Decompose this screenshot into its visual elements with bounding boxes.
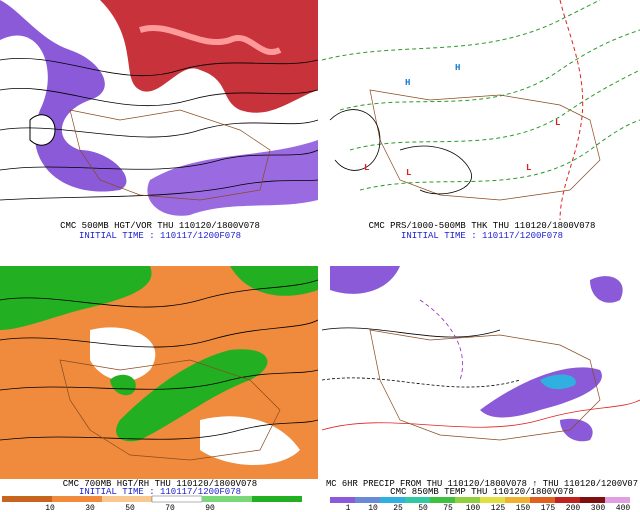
panel-subcaption: INITIAL TIME : 110117/1200F078 xyxy=(79,487,241,497)
panel-thickness: L L L L H H xyxy=(321,0,640,221)
colorbar xyxy=(2,495,302,503)
panel-700mb xyxy=(0,266,319,503)
colorbar-label: 1 xyxy=(346,504,351,512)
colorbar-label: 100 xyxy=(466,504,481,512)
colorbar-label: 25 xyxy=(393,504,403,512)
svg-text:L: L xyxy=(406,168,411,178)
svg-text:L: L xyxy=(526,163,531,173)
panel-subcaption: INITIAL TIME : 110117/1200F078 xyxy=(79,231,241,241)
panel-caption: CMC 700MB HGT/RH THU 110120/1800V078 xyxy=(63,479,257,489)
colorbar-label: 200 xyxy=(566,504,581,512)
panel-caption: MC 6HR PRECIP FROM THU 110120/1800V078 ↑… xyxy=(326,479,638,489)
colorbar-label: 30 xyxy=(85,504,95,512)
colorbar-label: 70 xyxy=(165,504,175,512)
svg-text:H: H xyxy=(455,63,460,73)
colorbar-label: 10 xyxy=(45,504,55,512)
svg-text:H: H xyxy=(405,78,410,88)
colorbar-label: 150 xyxy=(516,504,531,512)
colorbar-label: 90 xyxy=(205,504,215,512)
colorbar-label: 400 xyxy=(616,504,631,512)
colorbar-label: 175 xyxy=(541,504,556,512)
colorbar-label: 125 xyxy=(491,504,506,512)
colorbar-label: 300 xyxy=(591,504,606,512)
panel-caption: CMC 500MB HGT/VOR THU 110120/1800V078 xyxy=(60,221,260,231)
svg-text:L: L xyxy=(364,163,369,173)
panel-subcaption: CMC 850MB TEMP THU 110120/1800V078 xyxy=(390,487,574,497)
panel-500mb xyxy=(0,0,319,221)
panel-caption: CMC PRS/1000-500MB THK THU 110120/1800V0… xyxy=(369,221,596,231)
colorbar-label: 10 xyxy=(368,504,378,512)
panel-subcaption: INITIAL TIME : 110117/1200F078 xyxy=(401,231,563,241)
colorbar-label: 50 xyxy=(418,504,428,512)
colorbar-label: 75 xyxy=(443,504,453,512)
colorbar-label: 50 xyxy=(125,504,135,512)
svg-text:L: L xyxy=(555,118,560,128)
colorbar xyxy=(330,497,630,503)
panel-precip xyxy=(321,266,640,503)
